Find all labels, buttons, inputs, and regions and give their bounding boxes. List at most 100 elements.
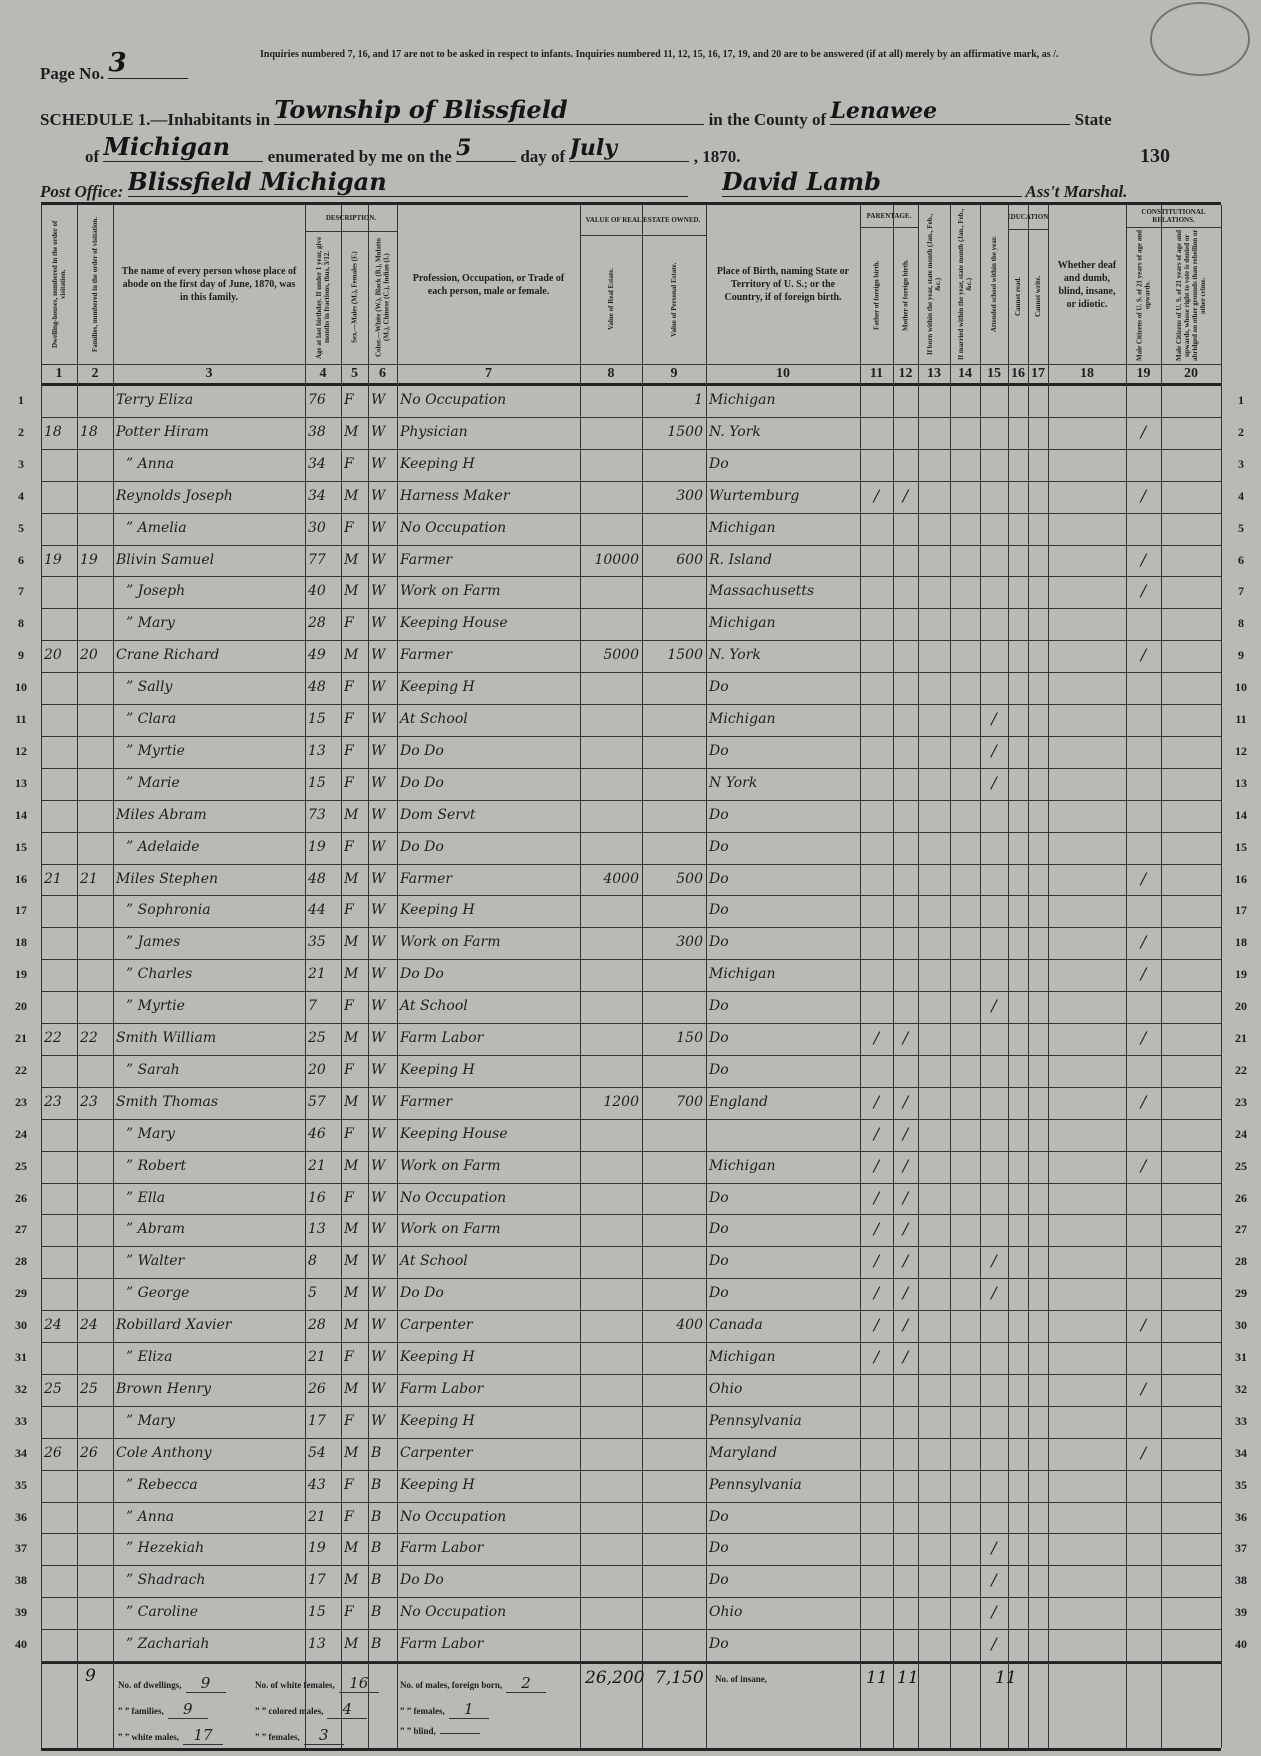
- row-30-col-11: /: [873, 1315, 880, 1335]
- row-32-col-7: Farm Labor: [400, 1380, 484, 1397]
- row-22-col-3: ” Sarah: [126, 1061, 180, 1078]
- row-9-col-6: W: [371, 647, 386, 664]
- row-16-col-6: W: [371, 870, 386, 887]
- personal-estate-total: 7,150: [655, 1668, 704, 1688]
- row-rule: [41, 416, 1221, 418]
- row-1-col-7: No Occupation: [400, 392, 507, 408]
- row-39-col-5: F: [344, 1604, 354, 1621]
- row-number-right: 23: [1235, 1094, 1247, 1109]
- row-33-col-5: F: [344, 1412, 354, 1429]
- row-20-col-7: At School: [400, 998, 468, 1015]
- row-23-col-11: /: [873, 1091, 880, 1111]
- row-38-col-5: M: [344, 1572, 359, 1589]
- row-11-col-5: F: [344, 711, 354, 727]
- row-24-col-4: 46: [308, 1125, 326, 1142]
- row-14-col-10: Do: [709, 806, 729, 823]
- row-22-col-7: Keeping H: [400, 1061, 475, 1078]
- column-divider: [980, 205, 981, 1748]
- post-office-line: Post Office: Blissfield Michigan David L…: [40, 167, 1127, 202]
- row-rule: [41, 1469, 1221, 1471]
- group-rule: [580, 235, 706, 236]
- row-number-right: 24: [1235, 1126, 1247, 1141]
- column-header-18: Whether deaf and dumb, blind, insane, or…: [1057, 259, 1117, 310]
- row-number-right: 27: [1235, 1222, 1247, 1237]
- row-30-col-9: 400: [676, 1317, 703, 1334]
- row-13-col-4: 15: [308, 774, 326, 791]
- row-16-col-3: Miles Stephen: [116, 870, 218, 887]
- row-3-col-10: Do: [709, 455, 729, 472]
- row-16-col-4: 48: [308, 870, 326, 887]
- foreign-males-value: 2: [506, 1674, 547, 1693]
- families-label: ” ” families,: [118, 1706, 164, 1716]
- row-16-col-1: 21: [44, 870, 62, 887]
- row-7-col-5: M: [344, 583, 359, 600]
- marshal-name: David Lamb: [721, 167, 1022, 197]
- row-37-col-7: Farm Labor: [400, 1540, 484, 1557]
- row-4-col-7: Harness Maker: [400, 487, 510, 504]
- row-21-col-19: /: [1140, 1028, 1147, 1047]
- row-15-col-4: 19: [308, 838, 326, 855]
- row-number-right: 14: [1235, 807, 1247, 822]
- row-4-col-9: 300: [676, 487, 703, 504]
- row-1-col-3: Terry Eliza: [116, 392, 194, 408]
- row-25-col-4: 21: [308, 1157, 326, 1174]
- row-rule: [41, 767, 1221, 769]
- row-21-col-2: 22: [80, 1030, 98, 1046]
- blind-value: [439, 1733, 480, 1734]
- row-30-col-10: Canada: [709, 1317, 763, 1334]
- row-rule: [41, 1661, 1221, 1662]
- column-header-4: Age at last birthday. If under 1 year, g…: [315, 236, 331, 359]
- column-header-7: Profession, Occupation, or Trade of each…: [412, 272, 565, 297]
- column-divider: [397, 205, 398, 1748]
- row-29-col-11: /: [873, 1283, 880, 1303]
- row-25-col-5: M: [344, 1157, 359, 1174]
- row-1-col-6: W: [371, 392, 386, 408]
- row-18-col-5: M: [344, 934, 359, 951]
- row-33-col-6: W: [371, 1412, 386, 1429]
- row-number-right: 11: [1235, 712, 1247, 726]
- total-families-col2: 9: [85, 1666, 96, 1686]
- row-17-col-10: Do: [709, 902, 729, 919]
- row-18-col-7: Work on Farm: [400, 934, 501, 951]
- row-37-col-15: /: [991, 1538, 997, 1558]
- row-38-col-6: B: [371, 1572, 382, 1589]
- row-9-col-4: 49: [308, 647, 326, 664]
- row-32-col-4: 26: [308, 1380, 326, 1397]
- row-38-col-15: /: [991, 1570, 997, 1590]
- month-value: July: [569, 135, 690, 162]
- row-number-left: 14: [15, 807, 27, 822]
- colored-males-label: ” ” colored males,: [255, 1706, 324, 1716]
- row-rule: [41, 1086, 1221, 1088]
- row-34-col-2: 26: [80, 1444, 98, 1461]
- row-1-col-4: 76: [308, 392, 326, 408]
- row-36-col-3: ” Anna: [126, 1508, 175, 1525]
- row-30-col-7: Carpenter: [400, 1317, 473, 1334]
- row-number-right: 6: [1238, 552, 1244, 567]
- row-rule: [41, 1629, 1221, 1631]
- column-number-14: 14: [958, 366, 972, 381]
- row-6-col-19: /: [1140, 549, 1147, 569]
- row-number-left: 16: [15, 871, 27, 886]
- row-16-col-7: Farmer: [400, 870, 453, 887]
- row-34-col-4: 54: [308, 1444, 326, 1461]
- column-divider: [1008, 205, 1009, 1748]
- schedule-line: SCHEDULE 1.—Inhabitants in Township of B…: [40, 95, 1112, 130]
- row-14-col-3: Miles Abram: [116, 806, 207, 823]
- row-rule: [41, 895, 1221, 897]
- row-number-right: 20: [1235, 999, 1247, 1014]
- column-number-16: 16: [1011, 366, 1025, 381]
- column-group-constitutional: CONSTITUTIONAL RELATIONS.: [1141, 208, 1206, 224]
- row-16-col-8: 4000: [603, 870, 639, 887]
- column-header-6: Color.—White (W.), Black (B.), Mulatto (…: [374, 237, 391, 358]
- column-group-education: EDUCATION.: [1008, 213, 1048, 221]
- column-header-19: Male Citizens of U. S. of 21 years of ag…: [1135, 229, 1152, 362]
- instructions-note: Inquiries numbered 7, 16, and 17 are not…: [260, 49, 1059, 60]
- row-23-col-6: W: [371, 1093, 386, 1110]
- row-number-right: 7: [1238, 584, 1244, 599]
- row-6-col-8: 10000: [594, 551, 639, 568]
- row-20-col-4: 7: [308, 998, 317, 1015]
- row-30-col-12: /: [902, 1315, 909, 1335]
- row-21-col-7: Farm Labor: [400, 1030, 484, 1046]
- row-number-left: 3: [18, 456, 24, 471]
- row-4-col-4: 34: [308, 487, 326, 504]
